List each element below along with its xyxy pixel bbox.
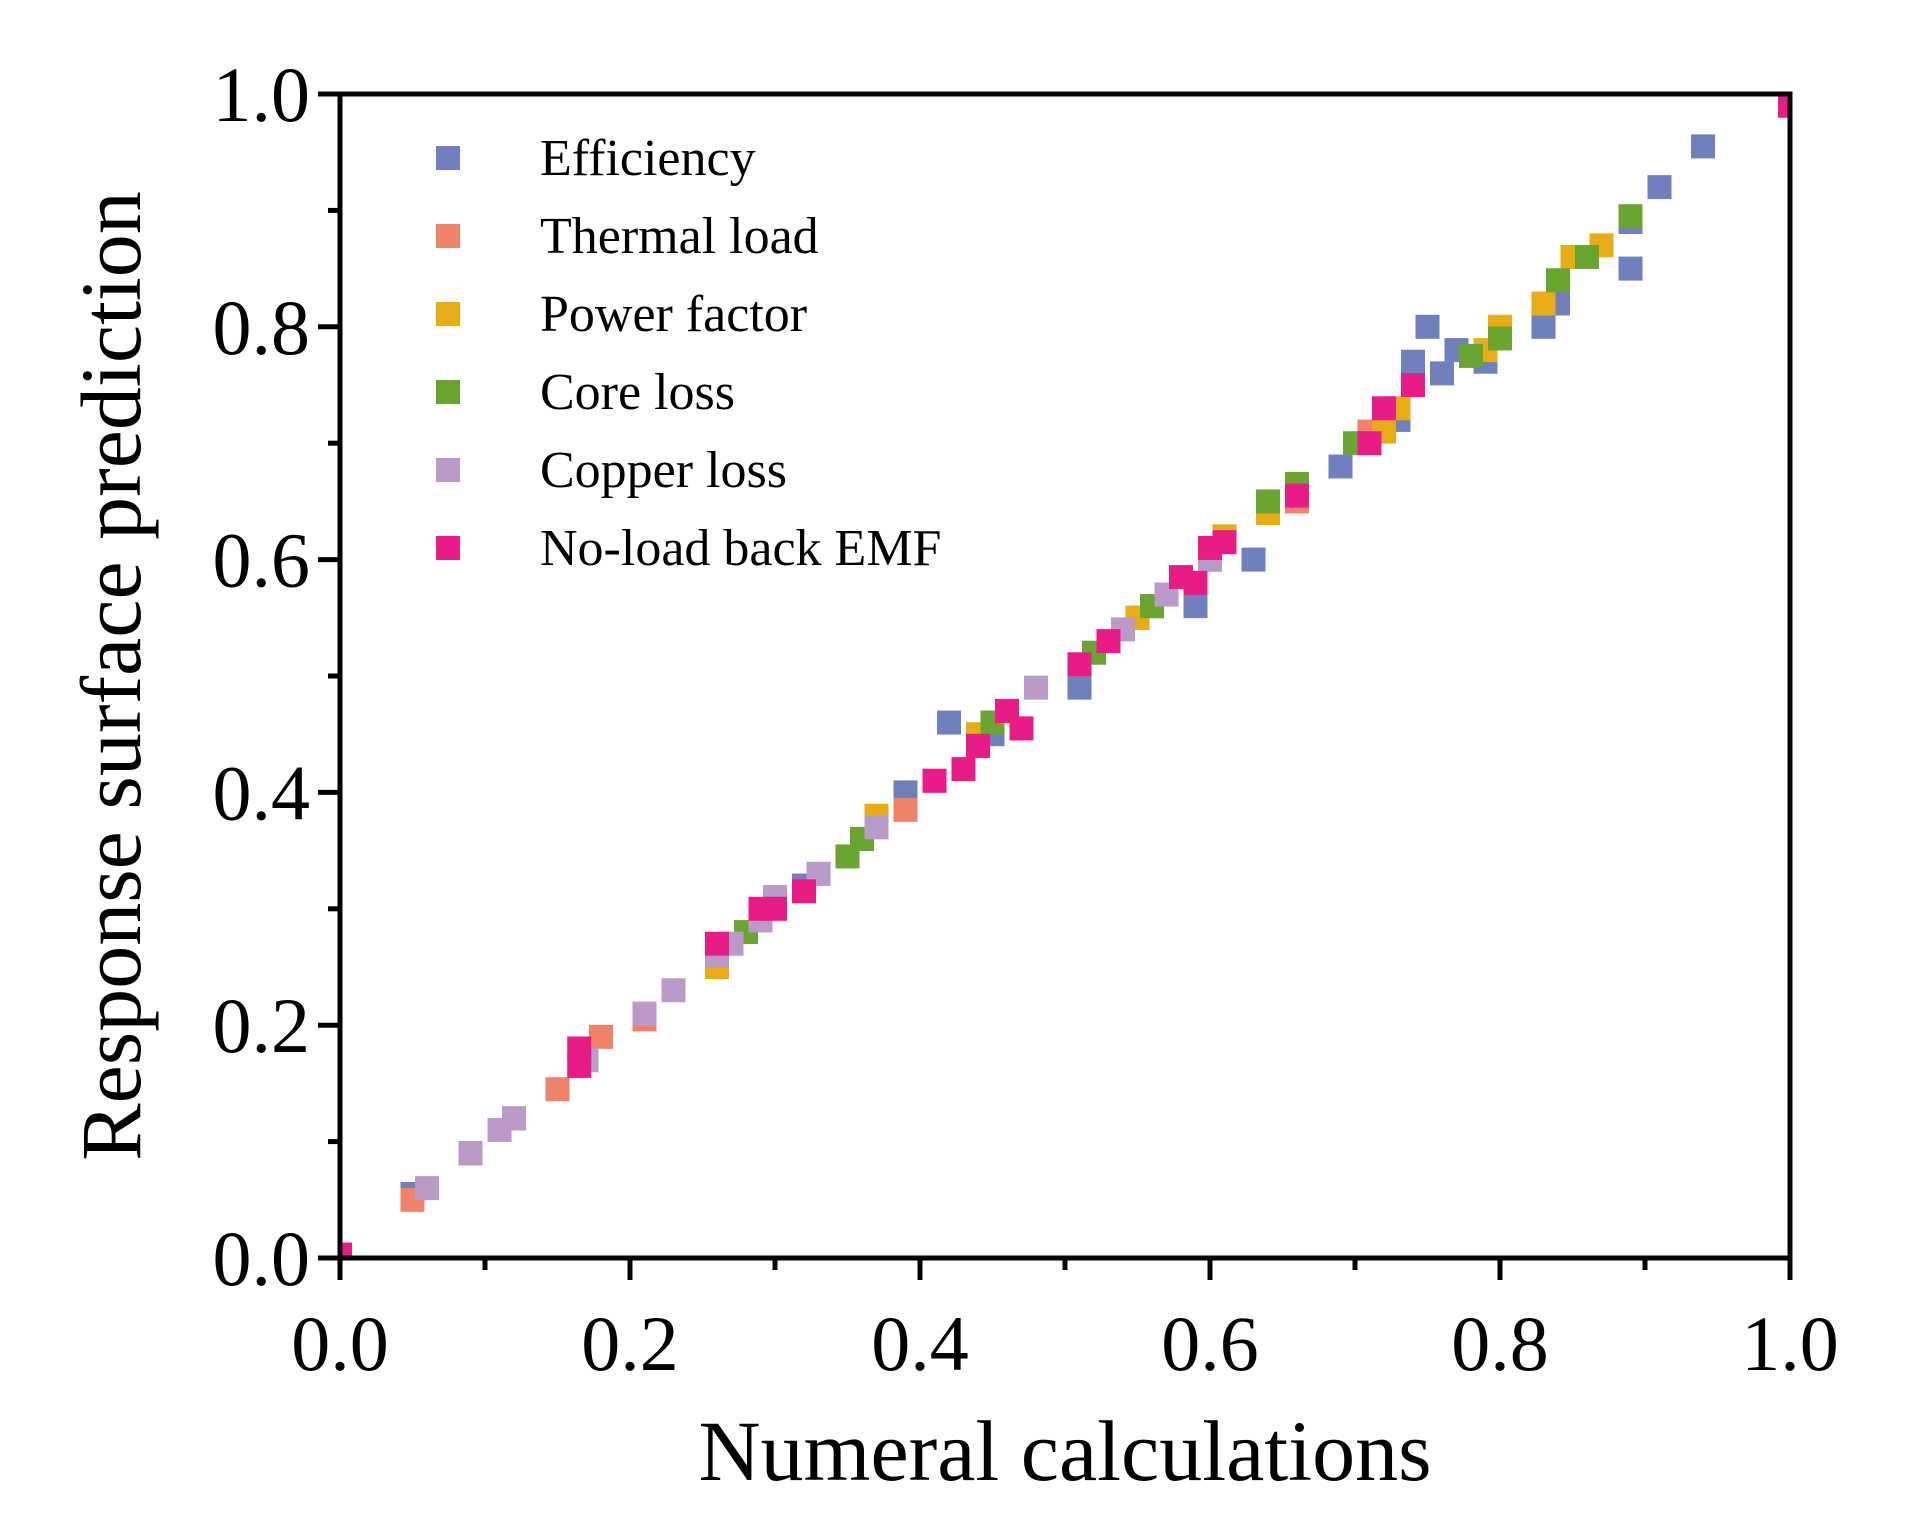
legend-swatch bbox=[436, 224, 460, 248]
data-point bbox=[1618, 204, 1643, 229]
data-point bbox=[545, 1077, 570, 1102]
legend-swatch bbox=[436, 380, 460, 404]
data-point bbox=[937, 710, 961, 735]
legend-swatch bbox=[436, 302, 460, 326]
legend-label: Power factor bbox=[540, 286, 807, 343]
legend-swatch bbox=[436, 146, 460, 170]
data-point bbox=[415, 1176, 439, 1201]
data-point bbox=[1212, 530, 1237, 555]
x-tick-labels: 0.0 0.2 0.4 0.6 0.8 1.0 bbox=[291, 1300, 1839, 1387]
data-point bbox=[1009, 716, 1034, 741]
data-point bbox=[1285, 483, 1309, 508]
data-point bbox=[589, 1024, 613, 1049]
data-point bbox=[502, 1106, 526, 1131]
legend-label: No-load back EMF bbox=[540, 520, 941, 577]
y-tick-label: 0.8 bbox=[213, 284, 311, 371]
data-point bbox=[1415, 314, 1440, 339]
data-point bbox=[1401, 349, 1425, 374]
data-point bbox=[922, 768, 947, 793]
plot-frame bbox=[337, 91, 1793, 1261]
data-point bbox=[864, 815, 889, 840]
data-point bbox=[458, 1141, 483, 1166]
data-point bbox=[893, 797, 918, 822]
y-tick-label: 0.6 bbox=[213, 517, 311, 604]
data-point bbox=[1357, 431, 1382, 456]
data-point bbox=[1241, 547, 1266, 572]
y-tick-labels: 0.0 0.2 0.4 0.6 0.8 1.0 bbox=[213, 51, 311, 1302]
y-tick-label: 0.2 bbox=[213, 982, 311, 1069]
data-point bbox=[1372, 396, 1396, 421]
data-point bbox=[1618, 256, 1643, 281]
data-point bbox=[1183, 570, 1208, 595]
data-point bbox=[1067, 675, 1092, 700]
data-point bbox=[567, 1036, 592, 1061]
y-tick-label: 1.0 bbox=[213, 51, 311, 138]
data-point bbox=[340, 1242, 352, 1258]
data-point bbox=[1531, 291, 1556, 316]
x-tick-label: 0.2 bbox=[581, 1300, 679, 1387]
data-point bbox=[1546, 268, 1570, 293]
data-point bbox=[705, 931, 729, 956]
y-axis-title: Response surface prediction bbox=[63, 191, 159, 1161]
legend-swatch bbox=[436, 458, 460, 482]
x-tick-label: 0.6 bbox=[1161, 1300, 1259, 1387]
data-point bbox=[661, 978, 686, 1003]
data-point bbox=[792, 879, 816, 904]
x-tick-label: 0.0 bbox=[291, 1300, 389, 1387]
data-point bbox=[1691, 134, 1715, 159]
x-tick-label: 0.8 bbox=[1451, 1300, 1549, 1387]
data-point bbox=[1531, 314, 1556, 339]
data-point bbox=[1096, 629, 1121, 654]
legend-swatch bbox=[436, 536, 460, 560]
legend-label: Copper loss bbox=[540, 442, 787, 499]
data-point bbox=[1575, 244, 1599, 269]
data-point bbox=[763, 896, 787, 921]
data-point bbox=[1183, 594, 1208, 619]
data-point bbox=[1401, 373, 1425, 397]
x-tick-label: 1.0 bbox=[1741, 1300, 1839, 1387]
data-point bbox=[1459, 343, 1483, 368]
data-point bbox=[1430, 361, 1454, 386]
legend: Efficiency Thermal load Power factor Core l… bbox=[436, 130, 941, 577]
data-point bbox=[1024, 675, 1048, 700]
x-axis-title: Numeral calculations bbox=[698, 1403, 1431, 1499]
data-point bbox=[1647, 175, 1672, 200]
y-tick-label: 0.4 bbox=[213, 749, 311, 836]
data-point bbox=[632, 1001, 657, 1026]
data-point bbox=[1256, 489, 1280, 514]
y-tick-label: 0.0 bbox=[213, 1215, 311, 1302]
x-tick-label: 0.4 bbox=[871, 1300, 969, 1387]
data-point bbox=[966, 733, 990, 758]
legend-label: Thermal load bbox=[540, 208, 819, 265]
data-point bbox=[1778, 94, 1790, 118]
data-points bbox=[340, 94, 1790, 1258]
data-point bbox=[951, 757, 976, 782]
data-point bbox=[1328, 454, 1353, 479]
data-point bbox=[1067, 652, 1092, 677]
legend-label: Core loss bbox=[540, 364, 735, 421]
legend-label: Efficiency bbox=[540, 130, 756, 187]
data-point bbox=[1488, 326, 1512, 351]
series-no-load-back-emf bbox=[340, 94, 1790, 1258]
